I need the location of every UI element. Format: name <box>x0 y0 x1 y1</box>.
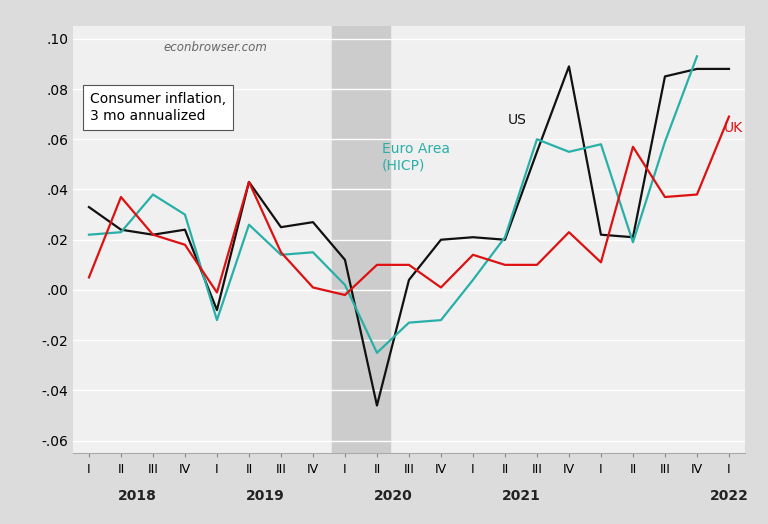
Text: 2019: 2019 <box>246 489 284 504</box>
Text: UK: UK <box>724 121 743 135</box>
Text: 2021: 2021 <box>502 489 541 504</box>
Text: Euro Area
(HICP): Euro Area (HICP) <box>382 142 450 172</box>
Text: econbrowser.com: econbrowser.com <box>164 41 267 54</box>
Text: 2018: 2018 <box>118 489 157 504</box>
Text: US: US <box>508 113 527 127</box>
Text: 2022: 2022 <box>710 489 748 504</box>
Text: Consumer inflation,
3 mo annualized: Consumer inflation, 3 mo annualized <box>90 92 226 123</box>
Text: 2020: 2020 <box>373 489 412 504</box>
Bar <box>332 26 389 453</box>
